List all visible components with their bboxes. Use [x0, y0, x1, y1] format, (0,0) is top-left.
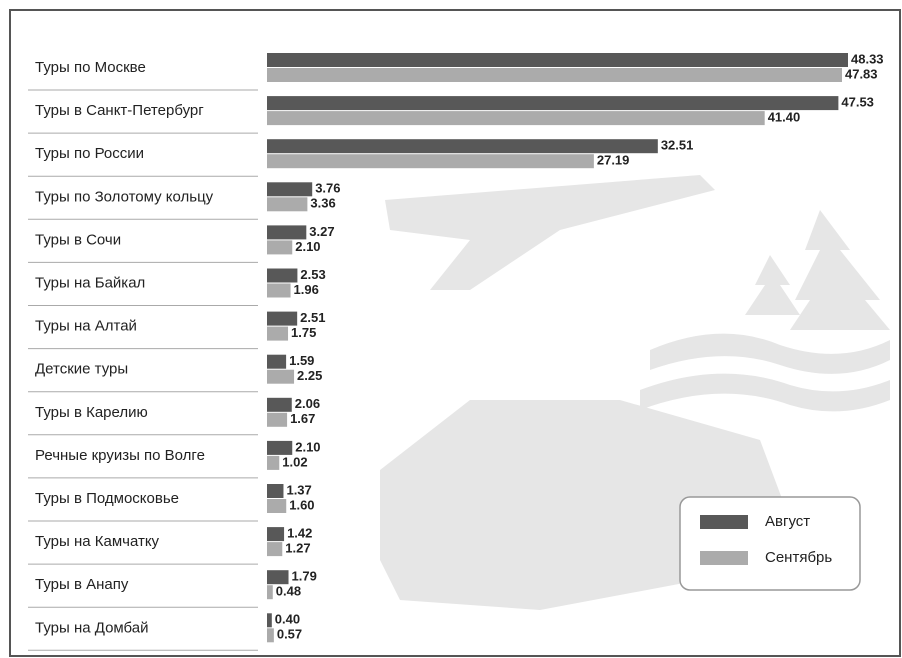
category-label: Туры по Золотому кольцу: [35, 188, 214, 205]
category-label: Туры в Анапу: [35, 576, 129, 593]
value-label: 2.10: [295, 239, 320, 254]
category-label: Туры в Санкт-Петербург: [35, 102, 204, 119]
value-label: 32.51: [661, 138, 694, 153]
value-label: 41.40: [768, 110, 801, 125]
bar: [267, 499, 286, 513]
bar: [267, 68, 842, 82]
value-label: 1.75: [291, 325, 316, 340]
bar: [267, 527, 284, 541]
value-label: 1.42: [287, 526, 312, 541]
value-label: 2.25: [297, 368, 322, 383]
value-label: 2.10: [295, 439, 320, 454]
value-label: 1.27: [285, 541, 310, 556]
bar: [267, 484, 283, 498]
bar: [267, 441, 292, 455]
value-label: 1.59: [289, 353, 314, 368]
category-label: Детские туры: [35, 361, 128, 378]
legend-box: [680, 497, 860, 590]
value-label: 0.57: [277, 627, 302, 642]
value-label: 3.36: [310, 196, 335, 211]
value-label: 3.27: [309, 224, 334, 239]
legend-swatch: [700, 515, 748, 529]
value-label: 2.51: [300, 310, 325, 325]
category-label: Туры в Подмосковье: [35, 490, 179, 507]
value-label: 2.06: [295, 396, 320, 411]
bar: [267, 139, 658, 153]
bar: [267, 628, 274, 642]
bar: [267, 284, 291, 298]
category-label: Туры в Карелию: [35, 404, 148, 421]
value-label: 47.53: [841, 95, 874, 110]
bar: [267, 413, 287, 427]
value-label: 1.37: [286, 482, 311, 497]
value-label: 1.96: [294, 282, 319, 297]
category-label: Речные круизы по Волге: [35, 447, 205, 464]
bar: [267, 225, 306, 239]
bar: [267, 456, 279, 470]
value-label: 27.19: [597, 153, 630, 168]
legend-label: Август: [765, 513, 810, 530]
legend-swatch: [700, 551, 748, 565]
category-label: Туры по России: [35, 145, 144, 162]
bar: [267, 111, 765, 125]
category-label: Туры на Алтай: [35, 318, 137, 335]
category-label: Туры на Домбай: [35, 619, 149, 636]
value-label: 47.83: [845, 66, 878, 81]
category-label: Туры по Москве: [35, 59, 146, 76]
bar: [267, 542, 282, 556]
value-label: 1.02: [282, 454, 307, 469]
bar: [267, 613, 272, 627]
value-label: 0.40: [275, 612, 300, 627]
category-label: Туры в Сочи: [35, 231, 121, 248]
bar: [267, 182, 312, 196]
bar: [267, 240, 292, 254]
value-label: 1.79: [292, 569, 317, 584]
bar: [267, 398, 292, 412]
bar: [267, 327, 288, 341]
value-label: 0.48: [276, 584, 301, 599]
bar: [267, 585, 273, 599]
value-label: 2.53: [300, 267, 325, 282]
bar: [267, 312, 297, 326]
bar: [267, 96, 838, 110]
category-label: Туры на Байкал: [35, 274, 145, 291]
chart: Туры по Москве 48.3347.83 Туры в Санкт-Пет…: [0, 0, 902, 658]
value-label: 1.60: [289, 497, 314, 512]
bar: [267, 570, 289, 584]
legend: [680, 497, 860, 590]
bar: [267, 197, 307, 211]
value-label: 1.67: [290, 411, 315, 426]
value-label: 3.76: [315, 181, 340, 196]
bar: [267, 53, 848, 67]
value-label: 48.33: [851, 51, 884, 66]
bar: [267, 355, 286, 369]
category-label: Туры на Камчатку: [35, 533, 160, 550]
legend-label: Сентябрь: [765, 549, 832, 566]
bar: [267, 269, 297, 283]
bar: [267, 370, 294, 384]
bar: [267, 154, 594, 168]
